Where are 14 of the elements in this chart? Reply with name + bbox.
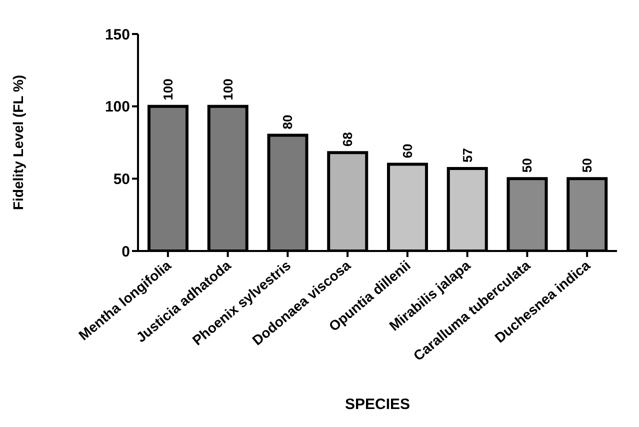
data-label: 100 [220,78,236,100]
y-tick-label: 150 [104,26,130,44]
data-label: 80 [280,114,296,130]
data-label: 57 [460,148,475,163]
data-label: 100 [160,78,176,100]
y-tick-label: 100 [104,98,130,116]
y-tick-label: 50 [113,170,130,188]
y-axis-title: Fidelity Level (FL %) [10,74,26,210]
data-label: 50 [520,158,535,173]
data-label: 60 [400,144,415,158]
data-label: 50 [580,158,595,173]
y-tick-label: 0 [122,243,130,260]
data-label: 68 [340,132,356,147]
x-axis-title: SPECIES [344,396,410,413]
